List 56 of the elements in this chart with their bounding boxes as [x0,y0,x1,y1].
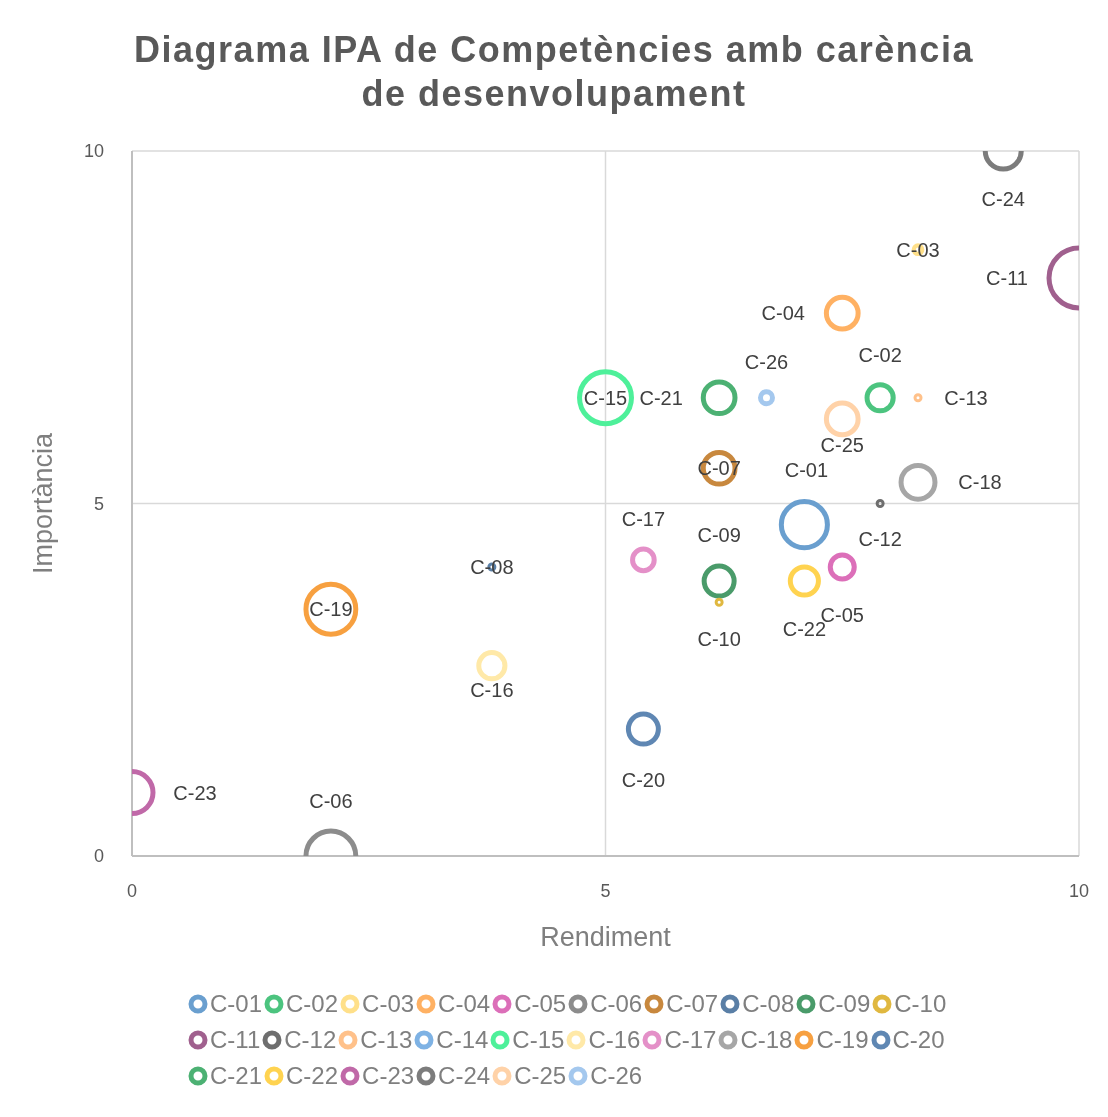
legend-label: C-14 [436,1026,489,1054]
text: C-26 [744,350,789,373]
text: C-25 [820,433,864,456]
y-tick-label: 0 [93,846,104,867]
text: C-15 [583,386,628,409]
text: C-10 [697,628,741,651]
text: C-09 [697,524,741,547]
legend-label: C-23 [362,1062,415,1090]
y-axis-title: Importància [27,431,58,575]
legend-label: C-09 [818,990,871,1018]
y-tick-label: 5 [93,493,104,514]
legend-label: C-06 [590,990,643,1018]
text: C-24 [981,188,1025,210]
legend-label: C-15 [512,1026,565,1054]
text: C-17 [621,507,666,530]
text: C-08 [470,555,514,578]
legend-label: C-01 [210,990,263,1018]
text: C-18 [958,471,1002,494]
legend-label: C-08 [742,990,795,1018]
legend-label: C-13 [360,1026,413,1054]
legend-label: C-19 [816,1026,869,1054]
legend-label: C-04 [438,990,491,1018]
legend-label: C-25 [514,1062,567,1090]
text: C-20 [621,769,666,792]
legend-label: C-02 [286,990,339,1018]
legend-label: C-03 [362,990,415,1018]
legend-label: C-11 [210,1026,261,1054]
text: C-12 [858,527,902,550]
legend-label: C-05 [514,990,567,1018]
text: C-02 [858,343,902,366]
legend-label: C-18 [740,1026,793,1054]
legend-label: C-10 [894,990,947,1018]
text: C-19 [309,598,353,621]
x-tick-label: 0 [126,880,138,901]
text: C-04 [761,302,805,325]
chart-title: Diagrama IPA de Competències amb carència de desenvolupament [133,28,975,116]
text: C-06 [309,790,353,812]
legend-label: C-17 [664,1026,717,1054]
text: C-01 [784,458,829,481]
text: C-21 [639,386,683,409]
legend-label: C-12 [284,1026,337,1054]
x-tick-label: 5 [600,880,611,901]
legend-label: C-16 [588,1026,641,1054]
text: C-11 [986,266,1028,289]
text: C-16 [470,678,514,701]
legend-label: C-26 [590,1062,643,1090]
legend-label: C-21 [210,1062,263,1090]
text: C-13 [944,386,988,409]
legend-label: C-24 [438,1062,491,1090]
x-tick-label: 10 [1068,880,1090,901]
x-axis-title: Rendiment [540,922,672,952]
legend-label: C-07 [666,990,719,1018]
y-tick-label: 10 [83,141,104,162]
legend-label: C-20 [892,1026,945,1054]
legend-label: C-22 [286,1062,339,1090]
text: C-23 [173,781,217,804]
